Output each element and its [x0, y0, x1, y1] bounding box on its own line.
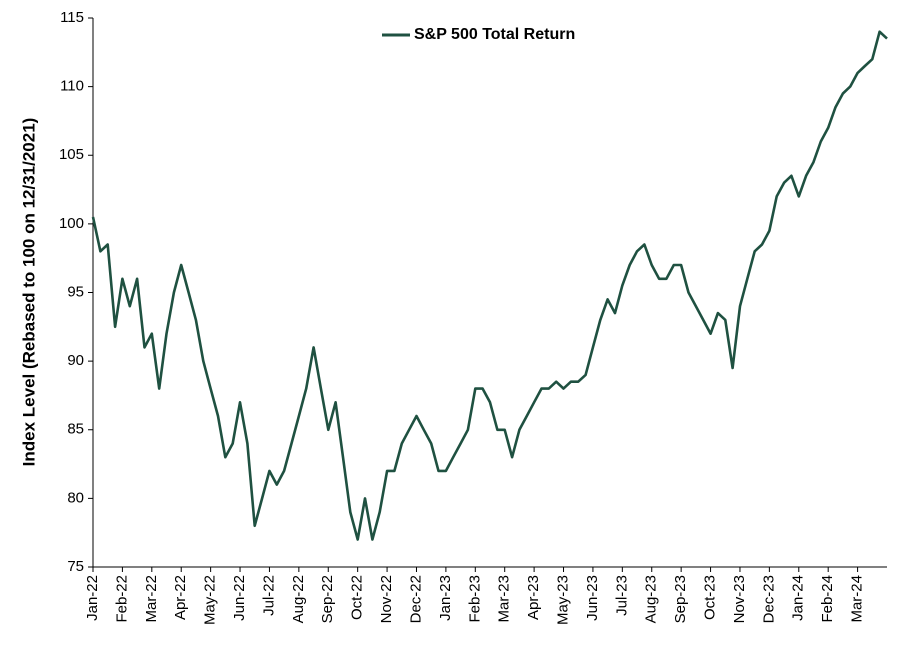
x-tick-label: Jun-22: [231, 575, 248, 621]
y-tick-label: 110: [60, 78, 84, 95]
x-tick-label: Dec-22: [407, 575, 424, 623]
x-tick-label: Mar-23: [496, 575, 513, 623]
x-tick-label: Apr-23: [525, 575, 542, 620]
x-tick-label: Sep-22: [319, 575, 336, 623]
x-tick-label: Feb-23: [466, 575, 483, 623]
data-line: [91, 30, 888, 541]
y-tick-label: 115: [60, 9, 84, 26]
x-tick-label: May-22: [202, 575, 219, 625]
y-axis-label: Index Level (Rebased to 100 on 12/31/202…: [19, 118, 38, 467]
y-tick-label: 95: [67, 283, 84, 300]
x-tick-label: Feb-22: [113, 575, 130, 623]
x-tick-label: Nov-22: [378, 575, 395, 623]
x-tick-label: Jun-23: [584, 575, 601, 621]
x-tick-label: Mar-24: [849, 575, 866, 623]
x-tick-label: Nov-23: [731, 575, 748, 623]
x-tick-label: Aug-22: [290, 575, 307, 623]
x-tick-label: Sep-23: [672, 575, 689, 623]
x-tick-label: Oct-22: [349, 575, 366, 620]
x-tick-label: Jul-23: [613, 575, 630, 616]
x-tick-label: Apr-22: [172, 575, 189, 620]
y-tick-label: 85: [67, 421, 84, 438]
x-tick-label: Mar-22: [143, 575, 160, 623]
x-tick-label: Feb-24: [819, 575, 836, 623]
x-tick-label: Jan-23: [437, 575, 454, 621]
x-tick-label: Aug-23: [643, 575, 660, 623]
legend-label: S&P 500 Total Return: [414, 26, 575, 43]
x-tick-label: Dec-23: [760, 575, 777, 623]
x-tick-label: May-23: [554, 575, 571, 625]
y-tick-label: 90: [67, 352, 84, 369]
x-tick-label: Oct-23: [702, 575, 719, 620]
y-tick-label: 105: [59, 146, 84, 163]
x-tick-label: Jan-24: [790, 575, 807, 621]
y-tick-label: 80: [67, 489, 84, 506]
y-tick-label: 75: [67, 558, 84, 575]
x-tick-label: Jan-22: [84, 575, 101, 621]
x-tick-label: Jul-22: [260, 575, 277, 616]
y-tick-label: 100: [59, 215, 84, 232]
